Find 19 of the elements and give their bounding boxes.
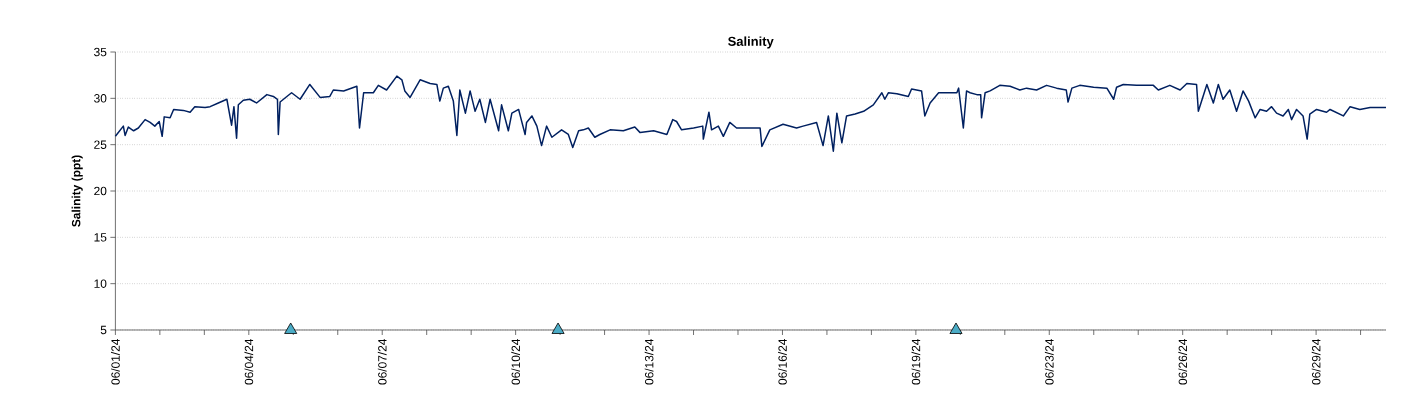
chart-title: Salinity bbox=[728, 36, 774, 49]
x-tick-label: 06/23/24 bbox=[1044, 338, 1054, 385]
x-tick-label: 06/19/24 bbox=[911, 338, 921, 385]
x-tick-label: 06/07/24 bbox=[377, 338, 387, 385]
y-tick-label: 20 bbox=[94, 186, 107, 196]
x-tick-label: 06/29/24 bbox=[1311, 338, 1321, 385]
y-axis-title: Salinity (ppt) bbox=[71, 155, 83, 227]
x-tick-label: 06/13/24 bbox=[644, 338, 654, 385]
y-tick-label: 25 bbox=[94, 140, 107, 149]
y-tick-label: 35 bbox=[94, 47, 107, 57]
y-tick-label: 30 bbox=[94, 94, 107, 103]
x-tick-label: 06/01/24 bbox=[111, 338, 120, 385]
x-tick-label: 06/10/24 bbox=[511, 338, 521, 385]
x-tick-label: 06/04/24 bbox=[244, 338, 254, 385]
x-tick-label: 06/26/24 bbox=[1178, 338, 1188, 385]
y-tick-label: 10 bbox=[94, 279, 107, 288]
y-tick-label: 15 bbox=[94, 233, 107, 242]
x-tick-label: 06/16/24 bbox=[778, 338, 787, 385]
y-tick-label: 5 bbox=[100, 325, 107, 335]
